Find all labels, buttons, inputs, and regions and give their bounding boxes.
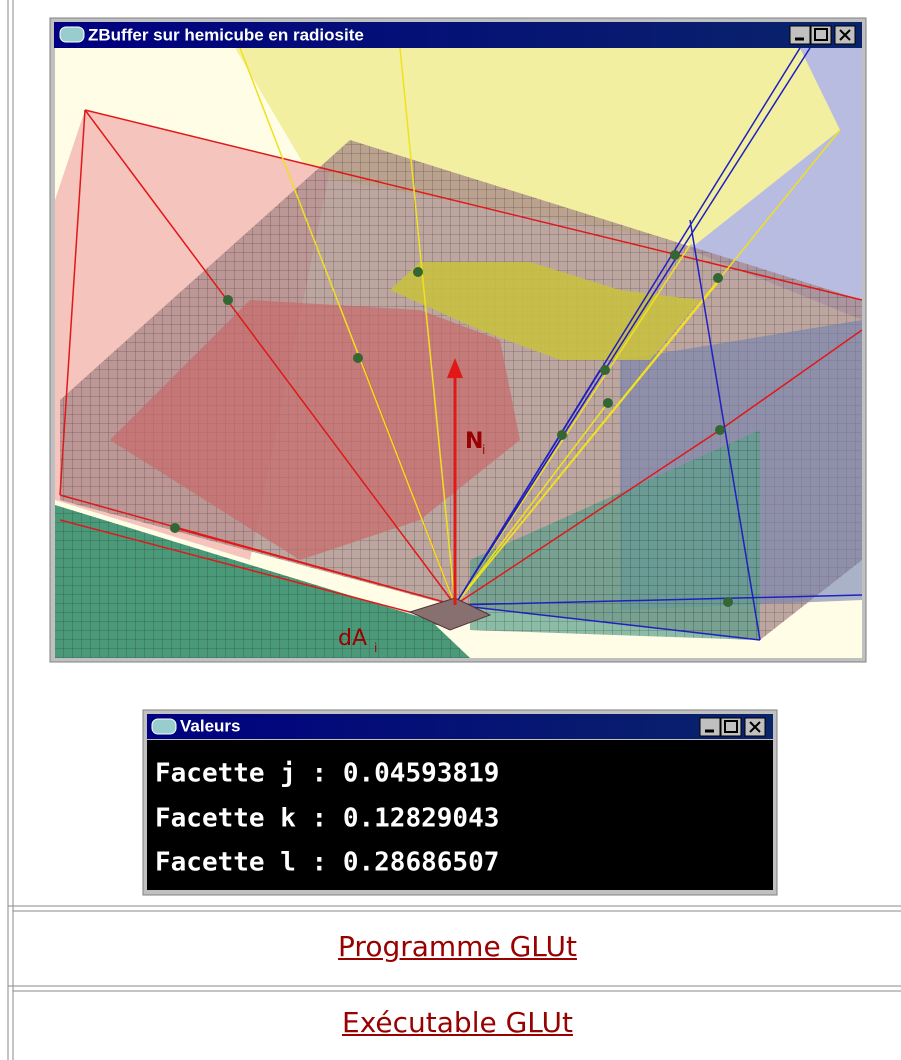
link[interactable]: Exécutable GLUt [14, 1006, 901, 1039]
values-window: Valeurs Facette j : 0.04593819 Facette k… [143, 710, 777, 895]
link[interactable]: Programme GLUt [14, 930, 901, 963]
area-label: dA [338, 626, 367, 651]
normal-label: N [465, 429, 483, 454]
area-subscript: i [374, 641, 377, 655]
window-buttons[interactable] [700, 718, 765, 736]
value-line: Facette k : 0.12829043 [155, 804, 499, 834]
window-title: ZBuffer sur hemicube en radiosite [88, 25, 364, 44]
normal-subscript: i [482, 443, 485, 457]
page-graphics: ZBuffer sur hemicube en radiosite [0, 0, 901, 1060]
window-title: Valeurs [180, 716, 241, 735]
value-line: Facette j : 0.04593819 [155, 759, 499, 789]
render-window: ZBuffer sur hemicube en radiosite [50, 18, 866, 662]
page: ZBuffer sur hemicube en radiosite [0, 0, 901, 1060]
scene: N i dA i [55, 48, 862, 658]
value-line: Facette l : 0.28686507 [155, 848, 499, 878]
window-buttons[interactable] [790, 26, 855, 44]
